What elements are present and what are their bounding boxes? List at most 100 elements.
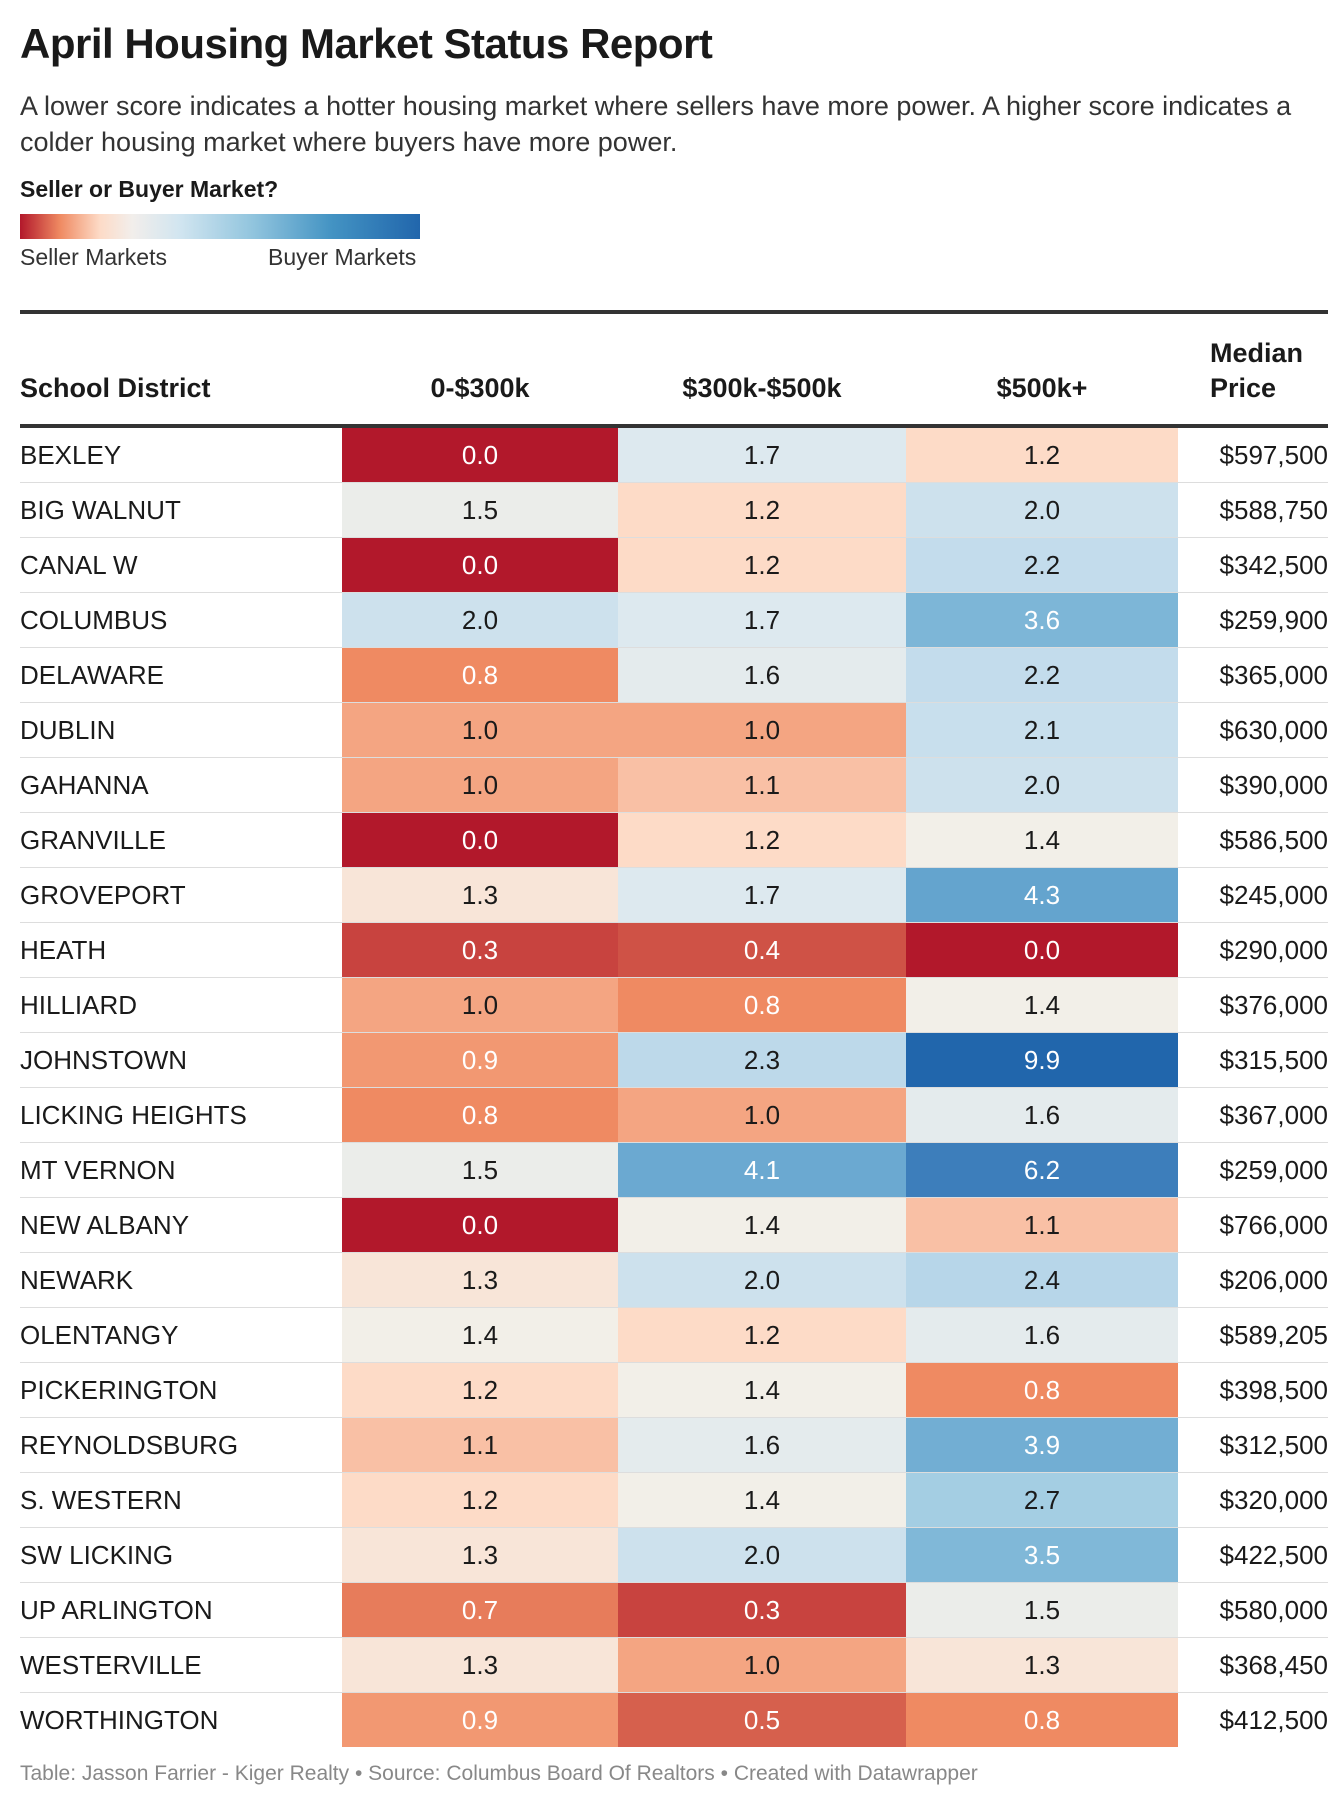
cell-500k-plus: 6.2 — [906, 1143, 1178, 1197]
cell-300k-500k: 1.7 — [618, 868, 906, 922]
cell-300k-500k: 2.0 — [618, 1528, 906, 1582]
footer-credits: Table: Jasson Farrier - Kiger Realty • S… — [20, 1762, 978, 1785]
district-name: GRANVILLE — [20, 825, 166, 855]
median-price: $586,500 — [1219, 825, 1328, 855]
cell-500k-plus: 1.4 — [906, 978, 1178, 1032]
district-name: NEW ALBANY — [20, 1210, 190, 1240]
median-price: $589,205 — [1219, 1320, 1328, 1350]
header-median-price: Median Price — [1210, 338, 1304, 403]
district-name: HEATH — [20, 935, 107, 965]
header-0-300k: 0-$300k — [430, 373, 530, 403]
cell-300k-500k: 1.2 — [618, 483, 906, 537]
cell-0-300k: 1.0 — [342, 978, 618, 1032]
table-row: OLENTANGY 1.4 1.2 1.6 $589,205 — [20, 1308, 1328, 1363]
table-row: GROVEPORT 1.3 1.7 4.3 $245,000 — [20, 868, 1328, 923]
cell-500k-plus: 1.4 — [906, 813, 1178, 867]
district-name: GROVEPORT — [20, 880, 186, 910]
cell-300k-500k: 1.6 — [618, 648, 906, 702]
cell-0-300k: 1.3 — [342, 1638, 618, 1692]
district-name: WESTERVILLE — [20, 1650, 202, 1680]
cell-0-300k: 1.0 — [342, 703, 618, 757]
table-row: DUBLIN 1.0 1.0 2.1 $630,000 — [20, 703, 1328, 758]
district-name: BIG WALNUT — [20, 495, 181, 525]
cell-500k-plus: 3.9 — [906, 1418, 1178, 1472]
cell-500k-plus: 2.4 — [906, 1253, 1178, 1307]
legend-title: Seller or Buyer Market? — [20, 176, 279, 202]
median-price: $376,000 — [1219, 990, 1328, 1020]
header-school-district: School District — [20, 373, 211, 403]
cell-500k-plus: 1.1 — [906, 1198, 1178, 1252]
cell-500k-plus: 3.5 — [906, 1528, 1178, 1582]
district-name: COLUMBUS — [20, 605, 168, 635]
cell-0-300k: 0.0 — [342, 813, 618, 867]
district-name: DUBLIN — [20, 715, 116, 745]
cell-0-300k: 1.0 — [342, 758, 618, 812]
page-title: April Housing Market Status Report — [20, 20, 713, 67]
legend-left-label: Seller Markets — [20, 244, 167, 270]
median-price: $312,500 — [1219, 1430, 1328, 1460]
district-name: PICKERINGTON — [20, 1375, 218, 1405]
cell-0-300k: 0.0 — [342, 428, 618, 482]
cell-0-300k: 0.3 — [342, 923, 618, 977]
district-name: HILLIARD — [20, 990, 138, 1020]
district-name: GAHANNA — [20, 770, 149, 800]
table-top-rule — [20, 310, 1328, 314]
table-row: BEXLEY 0.0 1.7 1.2 $597,500 — [20, 428, 1328, 483]
cell-0-300k: 1.1 — [342, 1418, 618, 1472]
table-row: DELAWARE 0.8 1.6 2.2 $365,000 — [20, 648, 1328, 703]
median-price: $422,500 — [1219, 1540, 1328, 1570]
median-price: $245,000 — [1219, 880, 1328, 910]
cell-300k-500k: 0.5 — [618, 1693, 906, 1747]
table-row: SW LICKING 1.3 2.0 3.5 $422,500 — [20, 1528, 1328, 1583]
cell-0-300k: 0.0 — [342, 1198, 618, 1252]
median-price: $342,500 — [1219, 550, 1328, 580]
cell-300k-500k: 0.8 — [618, 978, 906, 1032]
cell-500k-plus: 2.2 — [906, 538, 1178, 592]
cell-500k-plus: 3.6 — [906, 593, 1178, 647]
median-price: $588,750 — [1219, 495, 1328, 525]
cell-300k-500k: 1.2 — [618, 813, 906, 867]
cell-300k-500k: 1.2 — [618, 538, 906, 592]
cell-0-300k: 0.8 — [342, 648, 618, 702]
median-price: $766,000 — [1219, 1210, 1328, 1240]
district-name: LICKING HEIGHTS — [20, 1100, 247, 1130]
cell-300k-500k: 1.1 — [618, 758, 906, 812]
cell-500k-plus: 2.0 — [906, 483, 1178, 537]
cell-300k-500k: 2.3 — [618, 1033, 906, 1087]
cell-500k-plus: 9.9 — [906, 1033, 1178, 1087]
district-name: SW LICKING — [20, 1540, 174, 1570]
subtitle: A lower score indicates a hotter housing… — [20, 91, 1292, 157]
cell-0-300k: 0.7 — [342, 1583, 618, 1637]
median-price: $630,000 — [1219, 715, 1328, 745]
cell-500k-plus: 1.2 — [906, 428, 1178, 482]
table-row: WORTHINGTON 0.9 0.5 0.8 $412,500 — [20, 1693, 1328, 1747]
median-price: $398,500 — [1219, 1375, 1328, 1405]
header-500k-plus: $500k+ — [996, 373, 1088, 403]
cell-500k-plus: 2.2 — [906, 648, 1178, 702]
table-row: GAHANNA 1.0 1.1 2.0 $390,000 — [20, 758, 1328, 813]
table-row: UP ARLINGTON 0.7 0.3 1.5 $580,000 — [20, 1583, 1328, 1638]
cell-300k-500k: 1.4 — [618, 1198, 906, 1252]
district-name: S. WESTERN — [20, 1485, 182, 1515]
cell-500k-plus: 1.3 — [906, 1638, 1178, 1692]
table-row: COLUMBUS 2.0 1.7 3.6 $259,900 — [20, 593, 1328, 648]
median-price: $259,900 — [1219, 605, 1328, 635]
table-row: WESTERVILLE 1.3 1.0 1.3 $368,450 — [20, 1638, 1328, 1693]
cell-300k-500k: 1.0 — [618, 1088, 906, 1142]
cell-0-300k: 1.2 — [342, 1473, 618, 1527]
cell-0-300k: 1.5 — [342, 1143, 618, 1197]
cell-500k-plus: 1.5 — [906, 1583, 1178, 1637]
cell-0-300k: 1.5 — [342, 483, 618, 537]
cell-0-300k: 1.3 — [342, 868, 618, 922]
cell-300k-500k: 1.0 — [618, 1638, 906, 1692]
table-row: PICKERINGTON 1.2 1.4 0.8 $398,500 — [20, 1363, 1328, 1418]
cell-300k-500k: 2.0 — [618, 1253, 906, 1307]
district-name: NEWARK — [20, 1265, 134, 1295]
table-row: JOHNSTOWN 0.9 2.3 9.9 $315,500 — [20, 1033, 1328, 1088]
table-body: BEXLEY 0.0 1.7 1.2 $597,500 BIG WALNUT 1.5 1.2 2… — [20, 428, 1328, 1747]
cell-500k-plus: 1.6 — [906, 1088, 1178, 1142]
cell-500k-plus: 1.6 — [906, 1308, 1178, 1362]
table-header: School District 0-$300k $300k-$500k $500… — [20, 314, 1328, 428]
median-price: $206,000 — [1219, 1265, 1328, 1295]
